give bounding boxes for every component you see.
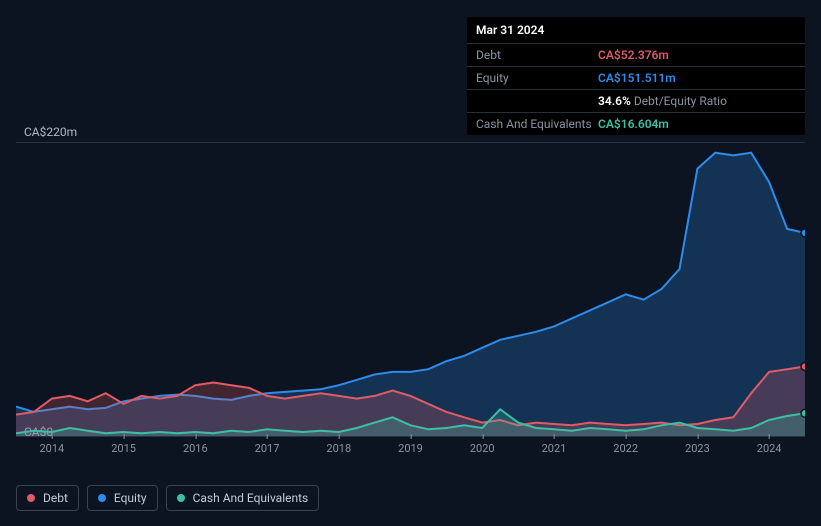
legend-item[interactable]: Cash And Equivalents: [166, 485, 320, 511]
legend-dot-icon: [98, 494, 106, 502]
legend-item-label: Debt: [43, 491, 68, 505]
plot-region[interactable]: [16, 142, 805, 436]
tooltip-row: 34.6% Debt/Equity Ratio: [467, 90, 805, 113]
series-area-equity: [16, 153, 805, 436]
series-end-marker-equity: [801, 229, 805, 237]
chart-area: CA$220m CA$0 201420152016201720182019202…: [16, 120, 805, 466]
x-axis-tick: 2016: [183, 442, 208, 455]
tooltip-row-label: Debt: [476, 49, 598, 61]
data-tooltip: Mar 31 2024 DebtCA$52.376mEquityCA$151.5…: [467, 17, 805, 135]
x-axis-tick: 2015: [111, 442, 136, 455]
legend-item[interactable]: Equity: [87, 485, 158, 511]
x-axis-tick: 2020: [470, 442, 495, 455]
x-axis-tick: 2021: [542, 442, 567, 455]
legend: Debt Equity Cash And Equivalents: [16, 485, 319, 511]
tooltip-date: Mar 31 2024: [467, 17, 805, 44]
tooltip-row: DebtCA$52.376m: [467, 44, 805, 67]
tooltip-row-value: CA$151.511m: [598, 72, 796, 84]
series-svg: [16, 142, 805, 436]
legend-dot-icon: [177, 494, 185, 502]
series-end-marker-cash: [801, 409, 805, 417]
y-axis-top-label: CA$220m: [24, 125, 77, 139]
x-axis-tick: 2018: [326, 442, 351, 455]
x-axis: 2014 2015 2016 2017 2018 2019 2020 2021 2022 2023…: [16, 442, 805, 462]
tooltip-row-value: 34.6% Debt/Equity Ratio: [598, 95, 796, 107]
tooltip-row: EquityCA$151.511m: [467, 67, 805, 90]
series-end-marker-debt: [801, 363, 805, 371]
tooltip-row-value: CA$52.376m: [598, 49, 796, 61]
legend-dot-icon: [27, 494, 35, 502]
tooltip-row-label: Equity: [476, 72, 598, 84]
tooltip-row-label: [476, 95, 598, 107]
x-axis-tick: 2022: [613, 442, 638, 455]
x-axis-tick: 2024: [757, 442, 782, 455]
x-axis-tick: 2023: [685, 442, 710, 455]
legend-item-label: Cash And Equivalents: [193, 491, 309, 505]
x-axis-tick: 2017: [255, 442, 280, 455]
x-axis-tick: 2014: [39, 442, 64, 455]
legend-item-label: Equity: [114, 491, 147, 505]
legend-item[interactable]: Debt: [16, 485, 79, 511]
x-axis-tick: 2019: [398, 442, 423, 455]
